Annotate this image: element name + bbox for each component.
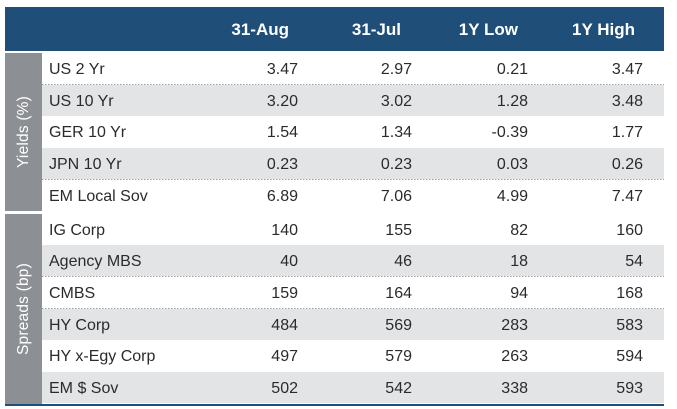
row-label: EM $ Sov [49, 380, 119, 397]
row-value: 159 [271, 284, 298, 302]
row-value: 583 [616, 316, 643, 334]
row-value: 579 [385, 348, 412, 366]
row-value: -0.39 [491, 124, 528, 142]
row-value: 82 [510, 221, 528, 239]
col-header-1y-low: 1Y Low [458, 20, 518, 39]
table-row: US 10 Yr 3.20 3.02 1.28 3.48 [42, 84, 664, 116]
row-value: 160 [616, 221, 643, 239]
row-label: JPN 10 Yr [49, 156, 122, 174]
group-yields: Yields (%) [5, 53, 42, 212]
group-label: Yields (%) [14, 96, 32, 169]
table-row: US 2 Yr 3.47 2.97 0.21 3.47 [42, 53, 664, 84]
row-value: 1.28 [496, 92, 528, 110]
row-value: 155 [385, 221, 412, 239]
row-value: 54 [625, 253, 643, 271]
row-label: EM Local Sov [49, 187, 148, 205]
row-label: GER 10 Yr [49, 124, 127, 142]
row-value: 542 [385, 380, 412, 397]
table-bottom-border [5, 403, 664, 406]
table-row: HY Corp 484 569 283 583 [42, 308, 664, 340]
row-label: HY x-Egy Corp [49, 348, 156, 366]
table-row: EM $ Sov 502 542 338 593 [42, 372, 664, 403]
row-label: US 2 Yr [49, 61, 105, 78]
row-value: 94 [510, 284, 528, 302]
row-value: 0.26 [611, 156, 643, 174]
row-value: 484 [271, 316, 298, 334]
row-value: 3.47 [611, 61, 643, 78]
row-value: 283 [501, 316, 528, 334]
col-header-1y-high: 1Y High [572, 20, 635, 39]
row-value: 0.23 [380, 156, 412, 174]
row-value: 46 [394, 253, 412, 271]
row-value: 3.20 [266, 92, 298, 110]
row-label: HY Corp [49, 316, 111, 334]
table-row: EM Local Sov 6.89 7.06 4.99 7.47 [42, 179, 664, 211]
table-header: 31-Aug 31-Jul 1Y Low 1Y High [5, 7, 664, 51]
row-label: CMBS [49, 284, 96, 302]
table-row: Agency MBS 40 46 18 54 [42, 245, 664, 277]
table-row: HY x-Egy Corp 497 579 263 594 [42, 340, 664, 372]
row-value: 168 [616, 284, 643, 302]
row-value: 3.48 [611, 92, 643, 110]
row-value: 1.77 [611, 124, 643, 142]
row-value: 164 [385, 284, 412, 302]
table-row: JPN 10 Yr 0.23 0.23 0.03 0.26 [42, 148, 664, 180]
row-value: 594 [616, 348, 643, 366]
row-value: 1.54 [266, 124, 298, 142]
row-label: IG Corp [49, 221, 106, 239]
row-label: US 10 Yr [49, 92, 114, 110]
row-value: 502 [271, 380, 298, 397]
group-separator [5, 210, 664, 214]
row-value: 0.21 [496, 61, 528, 78]
row-value: 0.23 [266, 156, 298, 174]
table-row: CMBS 159 164 94 168 [42, 276, 664, 308]
group-spreads: Spreads (bp) [5, 213, 42, 404]
table-row: GER 10 Yr 1.54 1.34 -0.39 1.77 [42, 116, 664, 148]
row-value: 3.47 [266, 61, 298, 78]
row-value: 7.06 [380, 187, 412, 205]
row-value: 40 [280, 253, 298, 271]
row-value: 6.89 [266, 187, 298, 205]
row-label: Agency MBS [49, 253, 142, 271]
row-value: 1.34 [380, 124, 412, 142]
row-value: 2.97 [380, 61, 412, 78]
row-value: 593 [616, 380, 643, 397]
row-value: 3.02 [380, 92, 412, 110]
row-value: 140 [271, 221, 298, 239]
row-value: 569 [385, 316, 412, 334]
row-value: 4.99 [496, 187, 528, 205]
row-value: 338 [501, 380, 528, 397]
group-label: Spreads (bp) [14, 262, 32, 355]
table-row: IG Corp 140 155 82 160 [42, 213, 664, 245]
row-value: 497 [271, 348, 298, 366]
row-value: 0.03 [496, 156, 528, 174]
row-value: 7.47 [611, 187, 643, 205]
col-header-31-jul: 31-Jul [351, 20, 401, 39]
col-header-31-aug: 31-Aug [231, 20, 289, 39]
row-value: 18 [510, 253, 528, 271]
row-value: 263 [501, 348, 528, 366]
